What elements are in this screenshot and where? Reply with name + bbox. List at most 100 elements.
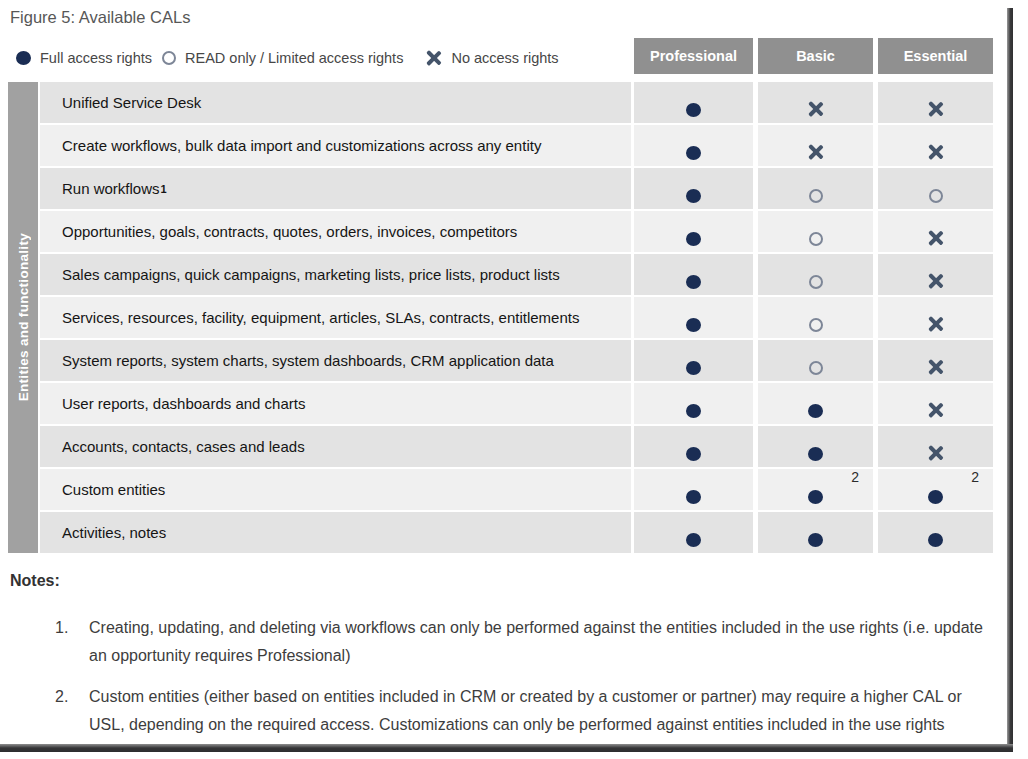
table-row: Unified Service Desk: [40, 82, 993, 123]
row-label: Unified Service Desk: [40, 82, 631, 123]
access-cell: [878, 383, 993, 424]
full-access-icon: [686, 275, 701, 289]
full-access-icon: [686, 361, 701, 375]
access-cell: [634, 168, 753, 209]
legend-item: Full access rights: [16, 50, 152, 66]
note-number: 2.: [55, 683, 89, 739]
row-label: System reports, system charts, system da…: [40, 340, 631, 381]
figure-page: Figure 5: Available CALs Full access rig…: [0, 0, 1028, 759]
row-label: Activities, notes: [40, 512, 631, 553]
no-access-icon: [425, 50, 442, 66]
limited-access-icon: [809, 361, 823, 375]
full-access-icon: [808, 490, 823, 504]
access-cell: [878, 426, 993, 467]
row-label: User reports, dashboards and charts: [40, 383, 631, 424]
no-access-icon: [927, 273, 944, 289]
figure-border-right: [1007, 8, 1013, 752]
access-cell: [634, 82, 753, 123]
full-access-icon: [686, 189, 701, 203]
access-cell: [878, 82, 993, 123]
note-text: Creating, updating, and deleting via wor…: [89, 614, 1001, 670]
full-access-icon: [928, 490, 943, 504]
row-label: Sales campaigns, quick campaigns, market…: [40, 254, 631, 295]
table-row: User reports, dashboards and charts: [40, 383, 993, 424]
full-access-icon: [928, 533, 943, 547]
table-row: Activities, notes: [40, 512, 993, 553]
figure-border-bottom: [0, 744, 1013, 752]
column-header-essential: Essential: [878, 38, 993, 74]
note-item: 1. Creating, updating, and deleting via …: [10, 614, 1015, 670]
table-row: Custom entities 2 2: [40, 469, 993, 510]
notes-heading: Notes:: [10, 572, 1015, 590]
table-row: Create workflows, bulk data import and c…: [40, 125, 993, 166]
no-access-icon: [807, 144, 824, 160]
notes-section: Notes: 1. Creating, updating, and deleti…: [10, 572, 1015, 752]
access-cell: [634, 426, 753, 467]
access-cell: 2: [758, 469, 873, 510]
table-row: Sales campaigns, quick campaigns, market…: [40, 254, 993, 295]
access-cell: [758, 125, 873, 166]
row-group-label: Entities and functionality: [16, 233, 31, 401]
row-group-header: Entities and functionality: [8, 82, 38, 553]
limited-access-icon: [809, 189, 823, 203]
full-access-icon: [686, 103, 701, 117]
access-cell: [878, 340, 993, 381]
access-cell: [634, 125, 753, 166]
table-row: Accounts, contacts, cases and leads: [40, 426, 993, 467]
full-access-icon: [686, 404, 701, 418]
row-label: Accounts, contacts, cases and leads: [40, 426, 631, 467]
access-cell: [634, 383, 753, 424]
access-cell: [878, 211, 993, 252]
no-access-icon: [927, 101, 944, 117]
legend-item: READ only / Limited access rights: [162, 50, 403, 66]
row-label: Services, resources, facility, equipment…: [40, 297, 631, 338]
access-cell: [634, 254, 753, 295]
access-cell: [878, 254, 993, 295]
limited-access-icon: [809, 318, 823, 332]
notes-list: 1. Creating, updating, and deleting via …: [10, 614, 1015, 739]
row-label: Run workflows1: [40, 168, 631, 209]
no-access-icon: [927, 359, 944, 375]
no-access-icon: [927, 230, 944, 246]
note-text: Custom entities (either based on entitie…: [89, 683, 1001, 739]
no-access-icon: [807, 101, 824, 117]
access-cell: [758, 168, 873, 209]
limited-access-icon: [929, 189, 943, 203]
full-access-icon: [16, 51, 31, 65]
full-access-icon: [686, 318, 701, 332]
access-cell: 2: [878, 469, 993, 510]
row-label: Opportunities, goals, contracts, quotes,…: [40, 211, 631, 252]
column-headers: Professional Basic Essential: [634, 38, 993, 74]
limited-access-icon: [809, 232, 823, 246]
access-cell: [758, 426, 873, 467]
legend-label: No access rights: [451, 50, 558, 66]
full-access-icon: [686, 533, 701, 547]
no-access-icon: [927, 402, 944, 418]
access-cell: [634, 340, 753, 381]
full-access-icon: [686, 490, 701, 504]
access-cell: [878, 168, 993, 209]
row-label: Create workflows, bulk data import and c…: [40, 125, 631, 166]
access-cell: [634, 512, 753, 553]
note-item: 2. Custom entities (either based on enti…: [10, 683, 1015, 739]
column-header-professional: Professional: [634, 38, 753, 74]
limited-access-icon: [162, 51, 176, 65]
full-access-icon: [686, 447, 701, 461]
access-cell: [758, 254, 873, 295]
full-access-icon: [686, 146, 701, 160]
access-cell: [878, 297, 993, 338]
access-cell: [634, 469, 753, 510]
figure-caption: Figure 5: Available CALs: [10, 8, 190, 27]
legend-item: No access rights: [425, 50, 558, 66]
legend-label: Full access rights: [40, 50, 152, 66]
table-row: Opportunities, goals, contracts, quotes,…: [40, 211, 993, 252]
legend-label: READ only / Limited access rights: [185, 50, 403, 66]
access-cell: [634, 211, 753, 252]
access-cell: [758, 211, 873, 252]
full-access-icon: [808, 533, 823, 547]
column-header-basic: Basic: [758, 38, 873, 74]
footnote-ref: 2: [851, 470, 859, 484]
full-access-icon: [808, 404, 823, 418]
no-access-icon: [927, 316, 944, 332]
access-cell: [758, 512, 873, 553]
